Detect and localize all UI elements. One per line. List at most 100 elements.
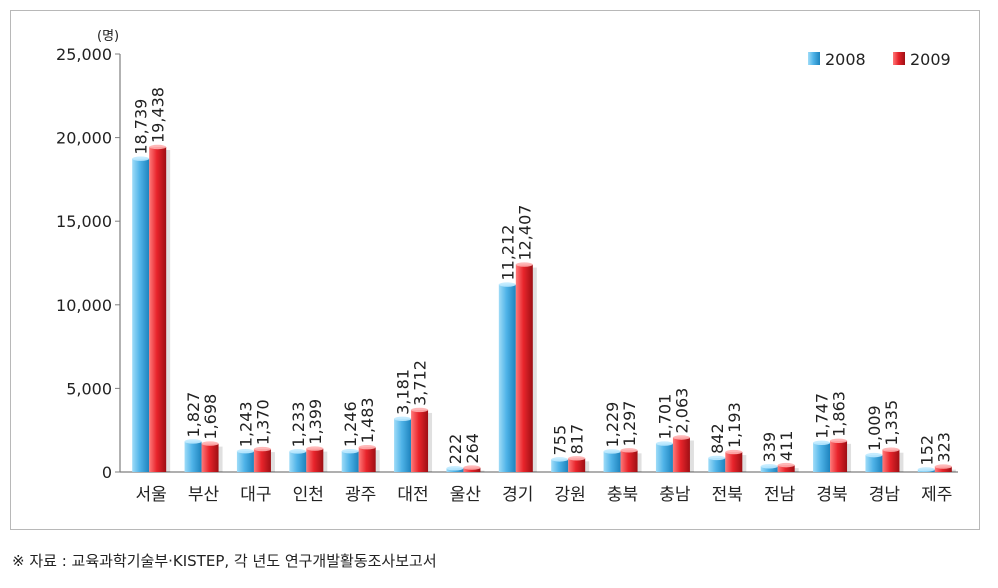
bar-cap	[201, 441, 219, 446]
bar-2008-강원	[551, 459, 569, 472]
bar-cap	[934, 464, 952, 469]
bar-2008-경북	[813, 442, 831, 472]
x-tick-label: 강원	[555, 485, 586, 505]
data-label: 1,747	[813, 393, 832, 439]
bar-cap	[620, 448, 638, 453]
bar-cap	[253, 446, 271, 452]
data-label: 3,181	[394, 369, 413, 415]
bar-2009-대전	[411, 409, 429, 472]
bar-2009-경남	[882, 449, 900, 472]
data-label: 755	[551, 425, 570, 456]
source-note: ※ 자료 : 교육과학기술부·KISTEP, 각 년도 연구개발활동조사보고서	[12, 552, 437, 570]
y-tick-label: 25,000	[56, 45, 112, 64]
legend-label-2009: 2009	[910, 50, 951, 69]
bar-2009-대구	[253, 449, 271, 472]
bar-cap	[568, 456, 586, 461]
data-label: 1,399	[306, 399, 325, 445]
data-label: 264	[463, 433, 482, 464]
x-tick-label: 전북	[712, 485, 743, 505]
bar-2009-서울	[149, 146, 167, 472]
data-label: 1,246	[341, 401, 360, 447]
bar-2008-충남	[655, 443, 673, 472]
bar-cap	[882, 447, 900, 452]
bar-2009-충북	[620, 450, 638, 472]
data-label: 1,863	[830, 391, 849, 437]
bar-2009-경북	[830, 440, 848, 472]
bar-cap	[289, 449, 307, 454]
bar-2008-충북	[603, 451, 621, 472]
bar-cap	[394, 416, 412, 422]
bar-2008-경남	[865, 455, 883, 472]
bar-cap	[830, 438, 848, 444]
bar-2009-강원	[568, 458, 586, 472]
data-label: 2,063	[672, 388, 691, 434]
y-tick-label: 5,000	[66, 379, 112, 398]
bar-cap	[341, 448, 359, 454]
x-tick-label: 울산	[450, 485, 482, 505]
data-label: 842	[708, 423, 727, 454]
data-label: 323	[934, 432, 953, 463]
x-tick-label: 충남	[659, 485, 691, 505]
x-tick-label: 대전	[397, 485, 428, 505]
data-label: 1,483	[358, 397, 377, 443]
data-label: 1,370	[253, 399, 272, 445]
bar-cap	[725, 449, 743, 455]
data-label: 1,229	[603, 402, 622, 448]
x-tick-label: 경북	[816, 485, 847, 505]
x-tick-label: 전남	[764, 485, 796, 505]
bar-2009-인천	[306, 448, 324, 472]
data-label: 11,212	[498, 225, 517, 281]
bar-2009-충남	[672, 437, 690, 472]
x-tick-label: 제주	[921, 485, 952, 505]
y-tick-label: 10,000	[56, 296, 112, 315]
bar-cap	[132, 156, 150, 161]
bar-cap	[708, 455, 726, 461]
bar-cap	[358, 445, 376, 450]
data-label: 222	[446, 434, 465, 465]
bar-cap	[760, 464, 778, 469]
y-unit-label: (명)	[97, 29, 119, 44]
data-label: 1,827	[184, 392, 203, 438]
bar-cap	[236, 449, 254, 454]
bar-cap	[917, 467, 935, 472]
bar-cap	[446, 466, 464, 471]
data-label: 1,335	[882, 400, 901, 446]
bar-2008-서울	[132, 158, 150, 473]
bar-chart: (명)05,00010,00015,00020,00025,00018,7391…	[56, 29, 958, 505]
data-label: 1,297	[620, 401, 639, 447]
data-label: 1,193	[725, 402, 744, 448]
x-tick-label: 대구	[240, 485, 271, 505]
data-label: 1,698	[201, 394, 220, 440]
bar-2009-전북	[725, 452, 743, 472]
data-label: 3,712	[411, 360, 430, 406]
bar-cap	[184, 439, 202, 444]
bar-cap	[655, 441, 673, 446]
x-tick-label: 부산	[188, 485, 220, 505]
x-tick-label: 인천	[293, 485, 324, 505]
legend-label-2008: 2008	[825, 50, 866, 69]
bar-2008-대구	[236, 451, 254, 472]
bar-cap	[463, 465, 481, 470]
data-label: 1,233	[289, 402, 308, 448]
bar-2009-전남	[777, 465, 795, 472]
bar-2009-광주	[358, 447, 376, 472]
bar-2008-경기	[498, 284, 516, 472]
bar-2009-제주	[934, 466, 952, 472]
bar-cap	[813, 440, 831, 445]
x-tick-label: 서울	[136, 485, 167, 505]
bar-2009-울산	[463, 467, 481, 472]
bar-2008-광주	[341, 451, 359, 472]
data-label: 19,438	[149, 87, 168, 143]
bar-2008-대전	[394, 418, 412, 472]
bar-2008-전남	[760, 466, 778, 472]
data-label: 152	[917, 435, 936, 466]
x-tick-label: 경남	[869, 485, 901, 505]
x-tick-label: 충북	[607, 485, 638, 505]
data-label: 18,739	[132, 99, 151, 155]
bar-cap	[603, 449, 621, 454]
data-label: 1,701	[655, 394, 674, 440]
data-label: 1,009	[865, 405, 884, 451]
data-label: 411	[777, 431, 796, 462]
bar-2008-전북	[708, 457, 726, 472]
bar-cap	[306, 446, 324, 451]
